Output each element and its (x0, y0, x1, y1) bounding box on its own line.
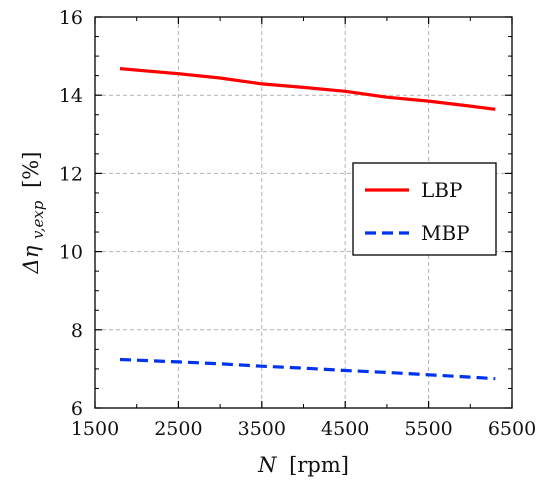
y-axis-symbol: Δη (19, 245, 43, 274)
x-tick-label: 5500 (404, 418, 452, 440)
y-tick-label: 8 (71, 320, 83, 342)
series-line-lbp (119, 67, 496, 111)
series-layer (119, 67, 496, 381)
x-tick-label: 2500 (154, 418, 202, 440)
legend-label-mbp: MBP (421, 221, 470, 245)
series-line-mbp (119, 357, 496, 381)
y-axis-subscript: v,exp (29, 200, 47, 239)
legend-box (352, 162, 497, 256)
x-axis-unit: [rpm] (289, 453, 349, 477)
grid-lines (95, 17, 512, 408)
x-tick-label: 1500 (71, 418, 119, 440)
y-tick-label: 10 (59, 242, 83, 264)
axis-ticks: 1500 2500 3500 4500 5500 6500 6 8 10 12 14 16 (59, 7, 536, 440)
legend-label-lbp: LBP (421, 178, 462, 202)
x-axis-label: N [rpm] (257, 453, 349, 477)
y-tick-label: 16 (59, 7, 83, 29)
x-tick-label: 6500 (488, 418, 536, 440)
x-axis-symbol: N (257, 453, 277, 477)
y-axis-unit: [%] (19, 152, 43, 188)
x-tick-label: 4500 (321, 418, 369, 440)
y-tick-label: 14 (59, 85, 83, 107)
y-axis-label: Δη v,exp [%] (19, 152, 48, 275)
legend: LBP MBP (352, 162, 497, 256)
y-tick-label: 12 (59, 163, 83, 185)
y-tick-label: 6 (71, 398, 83, 420)
x-tick-label: 3500 (238, 418, 286, 440)
